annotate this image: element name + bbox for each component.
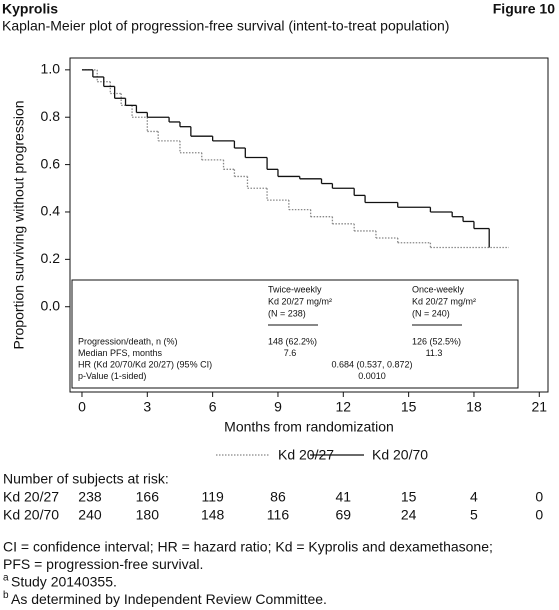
footnote: PFS = progression-free survival.	[3, 556, 203, 572]
y-axis-label: Proportion surviving without progression	[11, 100, 27, 349]
at-risk-count: 24	[401, 507, 417, 523]
at-risk-count: 166	[136, 489, 160, 505]
inset-column-header: (N = 238)	[268, 308, 306, 318]
inset-cell: 126 (52.5%)	[412, 336, 461, 346]
inset-cell: 11.3	[426, 348, 443, 358]
footnote: CI = confidence interval; HR = hazard ra…	[3, 539, 493, 555]
at-risk-name: Kd 20/70	[3, 507, 59, 523]
x-tick-label: 18	[466, 399, 482, 415]
footnote-marker: a	[3, 573, 9, 584]
at-risk-count: 0	[535, 507, 543, 523]
at-risk-count: 4	[470, 489, 478, 505]
x-tick-label: 15	[401, 399, 417, 415]
inset-column-header: Twice-weekly	[268, 284, 322, 294]
at-risk-title: Number of subjects at risk:	[3, 471, 169, 487]
at-risk-count: 5	[470, 507, 478, 523]
inset-column-header: Kd 20/27 mg/m²	[268, 296, 332, 306]
at-risk-count: 0	[535, 489, 543, 505]
at-risk-count: 15	[401, 489, 417, 505]
y-tick-label: 0.8	[41, 108, 61, 124]
subtitle: Kaplan-Meier plot of progression-free su…	[2, 18, 449, 34]
at-risk-count: 180	[136, 507, 160, 523]
at-risk-count: 86	[270, 489, 286, 505]
legend-label: Kd 20/70	[372, 447, 428, 463]
at-risk-count: 69	[336, 507, 352, 523]
y-tick-label: 0.4	[41, 203, 61, 219]
inset-cell: 0.0010	[358, 371, 386, 381]
plot-frame	[69, 57, 549, 393]
at-risk-count: 238	[78, 489, 102, 505]
at-risk-count: 119	[201, 489, 224, 505]
inset-cell: 7.6	[284, 348, 297, 358]
x-tick-label: 0	[78, 399, 86, 415]
legend-label: Kd 20/27	[278, 447, 334, 463]
y-tick-label: 0.6	[41, 155, 61, 171]
inset-cell: 0.684 (0.537, 0.872)	[331, 359, 412, 369]
y-tick-label: 0.0	[41, 297, 61, 313]
y-tick-label: 1.0	[41, 61, 61, 77]
inset-row-label: p-Value (1-sided)	[78, 371, 146, 381]
x-tick-label: 6	[209, 399, 217, 415]
x-tick-label: 3	[143, 399, 151, 415]
x-tick-label: 12	[336, 399, 352, 415]
at-risk-count: 116	[267, 507, 290, 523]
at-risk-count: 240	[78, 507, 102, 523]
at-risk-name: Kd 20/27	[3, 489, 59, 505]
x-tick-label: 21	[532, 399, 548, 415]
x-axis-label: Months from randomization	[224, 419, 394, 435]
figure-number: Figure 10	[493, 1, 555, 17]
inset-column-header: Once-weekly	[412, 284, 465, 294]
inset-column-header: (N = 240)	[412, 308, 450, 318]
at-risk-count: 41	[336, 489, 352, 505]
inset-box	[71, 279, 519, 389]
footnote: As determined by Independent Review Comm…	[11, 591, 327, 607]
x-tick-label: 9	[274, 399, 282, 415]
inset-row-label: HR (Kd 20/70/Kd 20/27) (95% CI)	[78, 359, 212, 369]
inset-row-label: Progression/death, n (%)	[78, 336, 178, 346]
footnote-marker: b	[3, 590, 9, 601]
brand: Kyprolis	[2, 1, 58, 17]
inset-row-label: Median PFS, months	[78, 348, 163, 358]
inset-column-header: Kd 20/27 mg/m²	[412, 296, 476, 306]
footnote: Study 20140355.	[11, 574, 117, 590]
inset-cell: 148 (62.2%)	[268, 336, 317, 346]
at-risk-count: 148	[201, 507, 225, 523]
y-tick-label: 0.2	[41, 250, 61, 266]
